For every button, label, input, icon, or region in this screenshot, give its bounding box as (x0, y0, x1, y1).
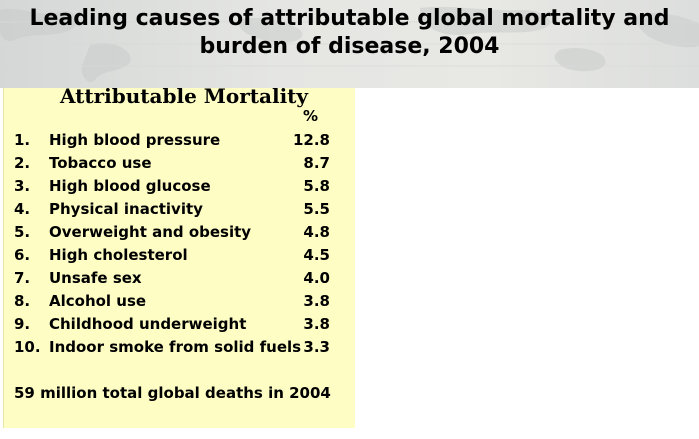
percent-value: 3.3 (303, 338, 330, 356)
cause-name: Tobacco use (49, 154, 152, 172)
page-title-line-2: burden of disease, 2004 (199, 34, 500, 59)
rank-number: 4. (14, 200, 31, 218)
cause-name: High blood glucose (49, 177, 211, 195)
attributable-mortality-panel (3, 88, 355, 428)
percent-value: 4.8 (303, 223, 330, 241)
rank-number: 8. (14, 292, 31, 310)
slide-header: Leading causes of attributable global mo… (0, 0, 699, 88)
mortality-list: 1. High blood pressure 12.8 2. Tobacco u… (14, 130, 344, 360)
page-title: Leading causes of attributable global mo… (0, 5, 699, 61)
cause-name: Overweight and obesity (49, 223, 252, 241)
list-item: 10. Indoor smoke from solid fuels 3.3 (14, 337, 344, 360)
percent-value: 3.8 (303, 315, 330, 333)
list-item: 4. Physical inactivity 5.5 (14, 199, 344, 222)
list-item: 7. Unsafe sex 4.0 (14, 268, 344, 291)
percent-column-header: % (303, 107, 319, 125)
cause-name: High blood pressure (49, 131, 221, 149)
list-item: 5. Overweight and obesity 4.8 (14, 222, 344, 245)
percent-value: 5.8 (303, 177, 330, 195)
list-item: 3. High blood glucose 5.8 (14, 176, 344, 199)
rank-number: 6. (14, 246, 31, 264)
list-item: 2. Tobacco use 8.7 (14, 153, 344, 176)
percent-value: 3.8 (303, 292, 330, 310)
percent-value: 8.7 (303, 154, 330, 172)
percent-value: 4.0 (303, 269, 330, 287)
panel-heading: Attributable Mortality (60, 84, 309, 108)
page-title-line-1: Leading causes of attributable global mo… (29, 6, 670, 31)
list-item: 8. Alcohol use 3.8 (14, 291, 344, 314)
rank-number: 3. (14, 177, 31, 195)
percent-value: 4.5 (303, 246, 330, 264)
list-item: 6. High cholesterol 4.5 (14, 245, 344, 268)
total-deaths-note: 59 million total global deaths in 2004 (14, 384, 331, 402)
list-item: 1. High blood pressure 12.8 (14, 130, 344, 153)
cause-name: Alcohol use (49, 292, 147, 310)
world-map-background-icon (0, 6, 699, 83)
list-item: 9. Childhood underweight 3.8 (14, 314, 344, 337)
cause-name: Unsafe sex (49, 269, 142, 287)
rank-number: 5. (14, 223, 31, 241)
cause-name: High cholesterol (49, 246, 188, 264)
percent-value: 5.5 (303, 200, 330, 218)
cause-name: Childhood underweight (49, 315, 247, 333)
cause-name: Physical inactivity (49, 200, 203, 218)
rank-number: 10. (14, 338, 41, 356)
cause-name: Indoor smoke from solid fuels (49, 338, 302, 356)
rank-number: 9. (14, 315, 31, 333)
percent-value: 12.8 (292, 131, 330, 149)
rank-number: 7. (14, 269, 31, 287)
rank-number: 1. (14, 131, 31, 149)
rank-number: 2. (14, 154, 31, 172)
